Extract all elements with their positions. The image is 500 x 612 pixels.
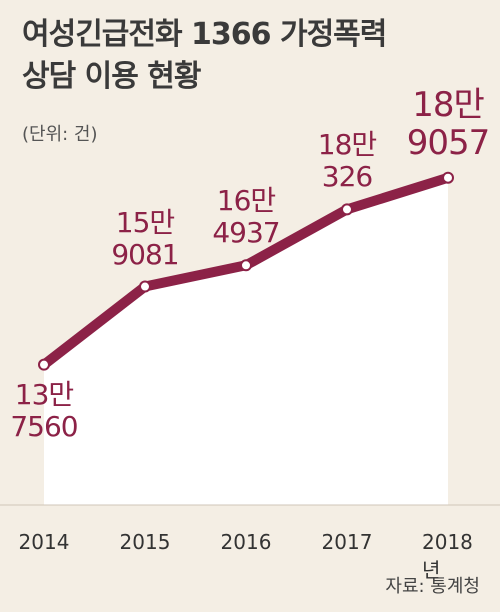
data-label: 16만 4937 bbox=[212, 184, 280, 250]
marker bbox=[240, 259, 252, 272]
marker bbox=[139, 280, 151, 293]
area bbox=[44, 177, 448, 505]
data-label: 15만 9081 bbox=[111, 205, 179, 271]
x-tick-label: 2016 bbox=[220, 530, 272, 554]
unit-label: (단위: 건) bbox=[22, 124, 98, 145]
x-tick-label: 2017 bbox=[321, 530, 373, 554]
data-label: 13만 7560 bbox=[10, 377, 78, 443]
source: 자료: 통계청 bbox=[385, 576, 480, 597]
marker bbox=[341, 203, 353, 216]
x-tick-label: 2014 bbox=[18, 530, 70, 554]
x-tick-label: 2015 bbox=[119, 530, 171, 554]
data-label: 18만 9057 bbox=[406, 84, 491, 163]
data-label: 18만 326 bbox=[317, 128, 377, 194]
marker bbox=[38, 358, 50, 371]
x-tick-label: 2018년 bbox=[422, 530, 473, 582]
chart-title: 여성긴급전화 1366 가정폭력 상담 이용 현황 bbox=[22, 17, 387, 94]
marker bbox=[442, 171, 454, 184]
